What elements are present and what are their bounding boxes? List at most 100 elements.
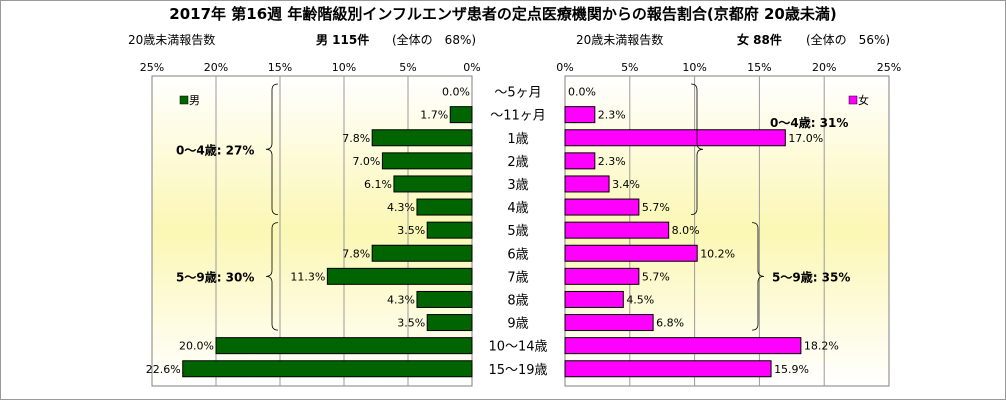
male-group-bracket bbox=[265, 222, 279, 331]
female-bar bbox=[564, 175, 610, 193]
female-bar bbox=[564, 106, 596, 124]
male-group-label: 0～4歳: 27% bbox=[176, 142, 254, 157]
male-bar bbox=[215, 337, 473, 355]
left-tick-labels: 0% 5% 10% 15% 20% 25% bbox=[140, 61, 481, 74]
female-share-label: (全体の 56%) bbox=[806, 32, 890, 47]
female-value-label: 10.2% bbox=[700, 247, 735, 260]
female-bar bbox=[564, 221, 670, 239]
male-bar bbox=[426, 314, 473, 332]
category-label: 5歳 bbox=[507, 224, 528, 239]
category-label: 3歳 bbox=[507, 178, 528, 193]
female-bar bbox=[564, 244, 698, 262]
male-value-labels: 0.0% 1.7% 7.8% 7.0% 6.1% 4.3% 3.5% 7.8% 11.3% 4.3… bbox=[146, 86, 470, 376]
left-axis-caption: 20歳未満報告数 bbox=[128, 32, 215, 47]
male-value-label: 0.0% bbox=[442, 86, 470, 99]
category-label: 10～14歳 bbox=[488, 340, 547, 355]
male-group-bracket bbox=[265, 83, 279, 215]
female-value-label: 6.8% bbox=[656, 317, 684, 330]
category-labels: ～5ヶ月 ～11ヶ月 1歳 2歳 3歳 4歳 5歳 6歳 7歳 8歳 9歳 10～14歳 15～19歳 bbox=[488, 86, 547, 378]
group-brackets: 0～4歳: 27% 5～9歳: 30% 0～4歳: 31% 5～9歳: 35% bbox=[176, 83, 850, 331]
male-bar bbox=[381, 152, 473, 170]
male-value-label: 7.8% bbox=[342, 132, 370, 145]
left-gridlines bbox=[215, 76, 409, 386]
male-group-label: 5～9歳: 30% bbox=[176, 269, 254, 284]
category-label: 8歳 bbox=[507, 293, 528, 308]
female-bar bbox=[564, 267, 640, 285]
right-tick-label: 20% bbox=[812, 61, 836, 74]
female-value-label: 15.9% bbox=[774, 363, 809, 376]
female-count-label: 女 88件 bbox=[737, 32, 782, 47]
female-bar bbox=[564, 290, 624, 308]
male-value-label: 4.3% bbox=[387, 293, 415, 306]
female-value-label: 5.7% bbox=[642, 270, 670, 283]
right-axis-caption: 20歳未満報告数 bbox=[576, 32, 663, 47]
female-value-label: 2.3% bbox=[598, 109, 626, 122]
male-value-label: 1.7% bbox=[420, 109, 448, 122]
male-value-label: 3.5% bbox=[397, 317, 425, 330]
female-value-label: 3.4% bbox=[612, 178, 640, 191]
left-tick-label: 15% bbox=[268, 61, 292, 74]
female-value-label: 5.7% bbox=[642, 201, 670, 214]
male-bar bbox=[393, 175, 473, 193]
male-value-label: 4.3% bbox=[387, 201, 415, 214]
right-tick-labels: 0% 5% 10% 15% 20% 25% bbox=[556, 61, 901, 74]
female-group-bracket bbox=[690, 83, 704, 215]
female-bar bbox=[564, 198, 640, 216]
left-tick-label: 20% bbox=[204, 61, 228, 74]
male-legend-swatch bbox=[179, 95, 189, 105]
left-tick-label: 0% bbox=[463, 61, 480, 74]
category-label: 1歳 bbox=[507, 132, 528, 147]
male-value-label: 6.1% bbox=[364, 178, 392, 191]
female-bar bbox=[564, 314, 654, 332]
category-label: ～5ヶ月 bbox=[494, 86, 541, 101]
right-tick-label: 10% bbox=[682, 61, 706, 74]
female-group-label: 0～4歳: 31% bbox=[770, 115, 848, 130]
right-tick-label: 15% bbox=[747, 61, 771, 74]
female-value-label: 18.2% bbox=[804, 340, 839, 353]
category-label: 2歳 bbox=[507, 155, 528, 170]
female-bar bbox=[564, 152, 596, 170]
male-bar bbox=[449, 106, 473, 124]
male-value-label: 7.8% bbox=[342, 247, 370, 260]
male-legend-label: 男 bbox=[189, 94, 200, 107]
category-label: 9歳 bbox=[507, 317, 528, 332]
female-bars bbox=[564, 106, 802, 378]
male-bar bbox=[371, 129, 473, 147]
chart-title: 2017年 第16週 年齢階級別インフルエンザ患者の定点医療機関からの報告割合(… bbox=[169, 5, 836, 23]
male-value-label: 22.6% bbox=[146, 363, 181, 376]
female-bar bbox=[564, 360, 772, 378]
left-tick-label: 10% bbox=[332, 61, 356, 74]
male-bar bbox=[416, 198, 473, 216]
right-tick-label: 25% bbox=[877, 61, 901, 74]
female-legend-swatch bbox=[848, 95, 858, 105]
female-value-label: 17.0% bbox=[788, 132, 823, 145]
category-label: 6歳 bbox=[507, 247, 528, 262]
left-plot-area bbox=[151, 75, 473, 387]
category-label: 7歳 bbox=[507, 270, 528, 285]
female-value-label: 4.5% bbox=[626, 293, 654, 306]
right-tick-label: 0% bbox=[556, 61, 573, 74]
female-group-label: 5～9歳: 35% bbox=[772, 269, 850, 284]
female-bar bbox=[564, 129, 786, 147]
male-bar bbox=[371, 244, 473, 262]
male-bar bbox=[182, 360, 473, 378]
male-bar bbox=[326, 267, 473, 285]
male-share-label: (全体の 68%) bbox=[392, 32, 476, 47]
left-tick-label: 5% bbox=[399, 61, 416, 74]
category-label: 15～19歳 bbox=[488, 363, 547, 378]
male-value-label: 3.5% bbox=[397, 224, 425, 237]
category-label: 4歳 bbox=[507, 201, 528, 216]
male-bar bbox=[416, 290, 473, 308]
male-bar bbox=[426, 221, 473, 239]
male-count-label: 男 115件 bbox=[316, 32, 369, 47]
category-label: ～11ヶ月 bbox=[490, 109, 546, 124]
left-tick-label: 25% bbox=[140, 61, 164, 74]
female-group-bracket bbox=[751, 222, 765, 331]
female-value-label: 0.0% bbox=[568, 86, 596, 99]
female-value-label: 8.0% bbox=[672, 224, 700, 237]
male-bars bbox=[182, 106, 473, 378]
right-tick-label: 5% bbox=[621, 61, 638, 74]
female-legend-label: 女 bbox=[858, 93, 869, 107]
female-value-label: 2.3% bbox=[598, 155, 626, 168]
